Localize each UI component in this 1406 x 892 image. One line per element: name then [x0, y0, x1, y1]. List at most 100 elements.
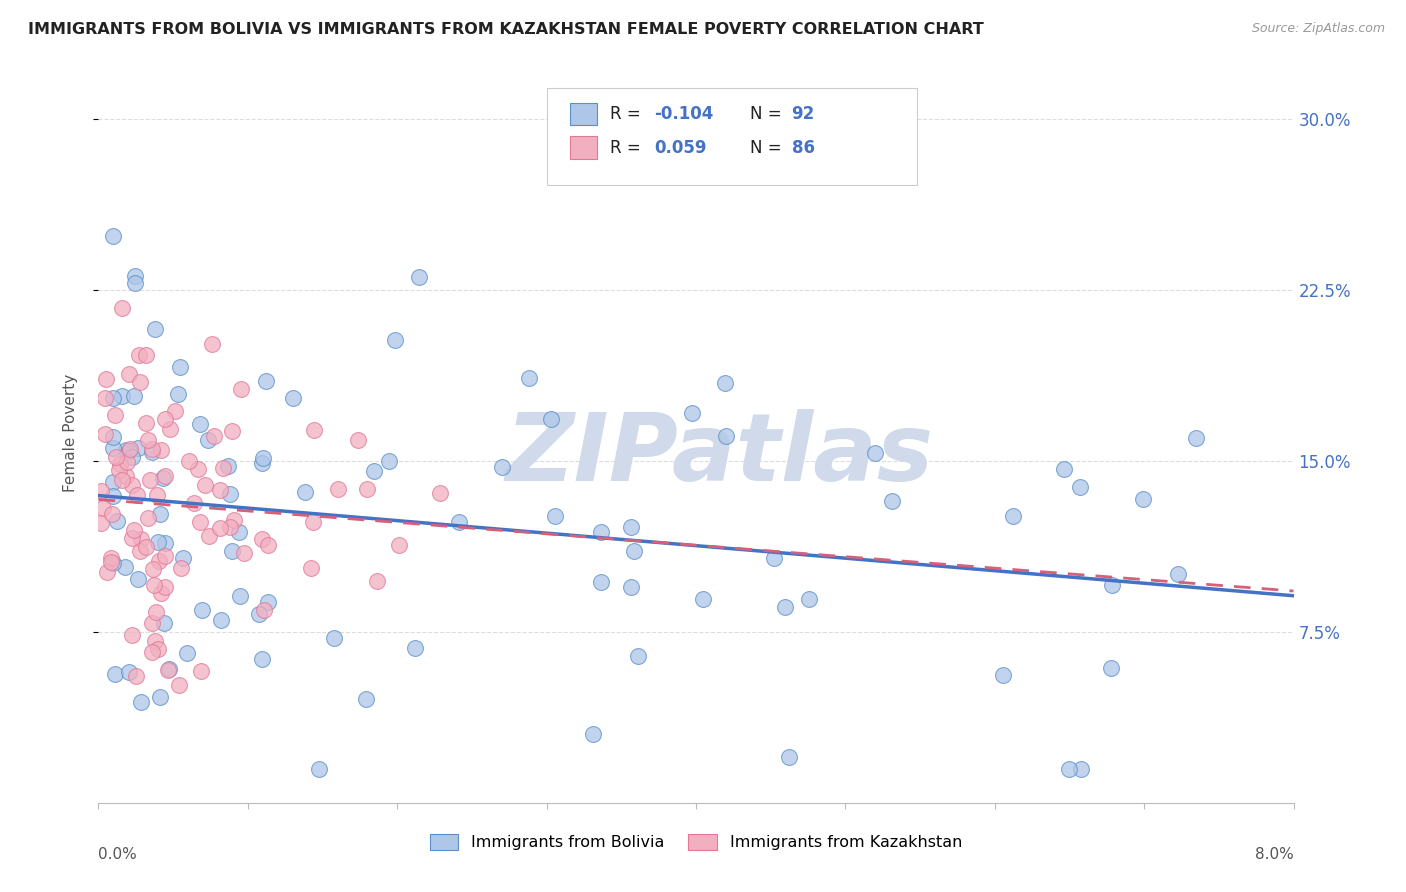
- Y-axis label: Female Poverty: Female Poverty: [63, 374, 77, 491]
- Point: [773, 599, 796, 614]
- Point: [141, 645, 163, 659]
- Point: [591, 525, 613, 540]
- Point: [103, 430, 125, 444]
- Point: [103, 441, 125, 455]
- Point: [118, 665, 141, 680]
- Point: [221, 544, 243, 558]
- Point: [122, 523, 145, 537]
- Point: [143, 322, 166, 336]
- Point: [217, 458, 239, 473]
- Point: [103, 475, 125, 490]
- Point: [544, 509, 567, 524]
- Point: [366, 574, 388, 588]
- Text: IMMIGRANTS FROM BOLIVIA VS IMMIGRANTS FROM KAZAKHSTAN FEMALE POVERTY CORRELATION: IMMIGRANTS FROM BOLIVIA VS IMMIGRANTS FR…: [28, 22, 984, 37]
- Point: [145, 605, 167, 619]
- Point: [141, 445, 163, 459]
- Point: [201, 336, 224, 351]
- Point: [183, 496, 205, 510]
- Point: [136, 433, 159, 447]
- Point: [209, 613, 232, 627]
- Point: [1070, 762, 1092, 776]
- Point: [108, 463, 131, 477]
- Point: [100, 551, 122, 566]
- Point: [221, 425, 243, 439]
- Point: [167, 678, 190, 692]
- Point: [623, 544, 645, 558]
- Point: [229, 589, 252, 603]
- Text: N =: N =: [749, 105, 786, 123]
- Point: [247, 607, 270, 621]
- Point: [145, 488, 167, 502]
- Point: [294, 485, 316, 500]
- Point: [94, 372, 117, 386]
- Point: [142, 562, 165, 576]
- Point: [149, 507, 172, 521]
- Point: [188, 515, 211, 529]
- Point: [257, 595, 280, 609]
- Point: [627, 648, 650, 663]
- Point: [250, 651, 273, 665]
- Point: [114, 559, 136, 574]
- Point: [1002, 508, 1025, 523]
- Point: [104, 666, 127, 681]
- Point: [114, 443, 136, 458]
- Point: [797, 591, 820, 606]
- Point: [90, 483, 112, 498]
- Point: [191, 603, 214, 617]
- Point: [328, 482, 350, 496]
- Point: [103, 489, 125, 503]
- Point: [491, 460, 513, 475]
- Point: [323, 631, 346, 645]
- Point: [121, 531, 143, 545]
- Point: [91, 501, 114, 516]
- Point: [517, 371, 540, 385]
- Point: [177, 454, 200, 468]
- Point: [163, 404, 186, 418]
- Point: [129, 375, 152, 389]
- Point: [186, 462, 208, 476]
- Point: [1069, 479, 1091, 493]
- Point: [302, 515, 325, 529]
- Text: R =: R =: [610, 105, 645, 123]
- Point: [131, 532, 153, 546]
- Point: [172, 551, 194, 566]
- Point: [778, 749, 800, 764]
- Point: [404, 641, 426, 656]
- Point: [378, 453, 401, 467]
- Point: [408, 269, 430, 284]
- Point: [124, 389, 146, 403]
- Point: [252, 603, 274, 617]
- Point: [149, 586, 172, 600]
- Point: [100, 507, 122, 521]
- Point: [713, 376, 735, 390]
- Point: [224, 513, 246, 527]
- Point: [141, 615, 163, 630]
- Point: [149, 442, 172, 457]
- Point: [118, 367, 141, 381]
- Point: [384, 333, 406, 347]
- Point: [354, 691, 377, 706]
- Text: N =: N =: [749, 138, 786, 157]
- Text: 0.059: 0.059: [654, 138, 707, 157]
- Point: [135, 540, 157, 554]
- Point: [153, 468, 176, 483]
- Text: 86: 86: [792, 138, 814, 157]
- Text: Source: ZipAtlas.com: Source: ZipAtlas.com: [1251, 22, 1385, 36]
- Point: [170, 561, 193, 575]
- Point: [429, 485, 451, 500]
- Point: [143, 634, 166, 648]
- Text: ZIPatlas: ZIPatlas: [506, 409, 934, 500]
- Point: [146, 642, 169, 657]
- Point: [100, 555, 122, 569]
- Point: [208, 483, 231, 497]
- Point: [128, 348, 150, 362]
- Point: [121, 450, 143, 464]
- Point: [233, 546, 256, 560]
- Point: [157, 663, 180, 677]
- Point: [388, 538, 411, 552]
- Point: [105, 450, 128, 464]
- Point: [139, 473, 162, 487]
- Point: [1167, 567, 1189, 582]
- Point: [540, 411, 562, 425]
- Point: [299, 561, 322, 575]
